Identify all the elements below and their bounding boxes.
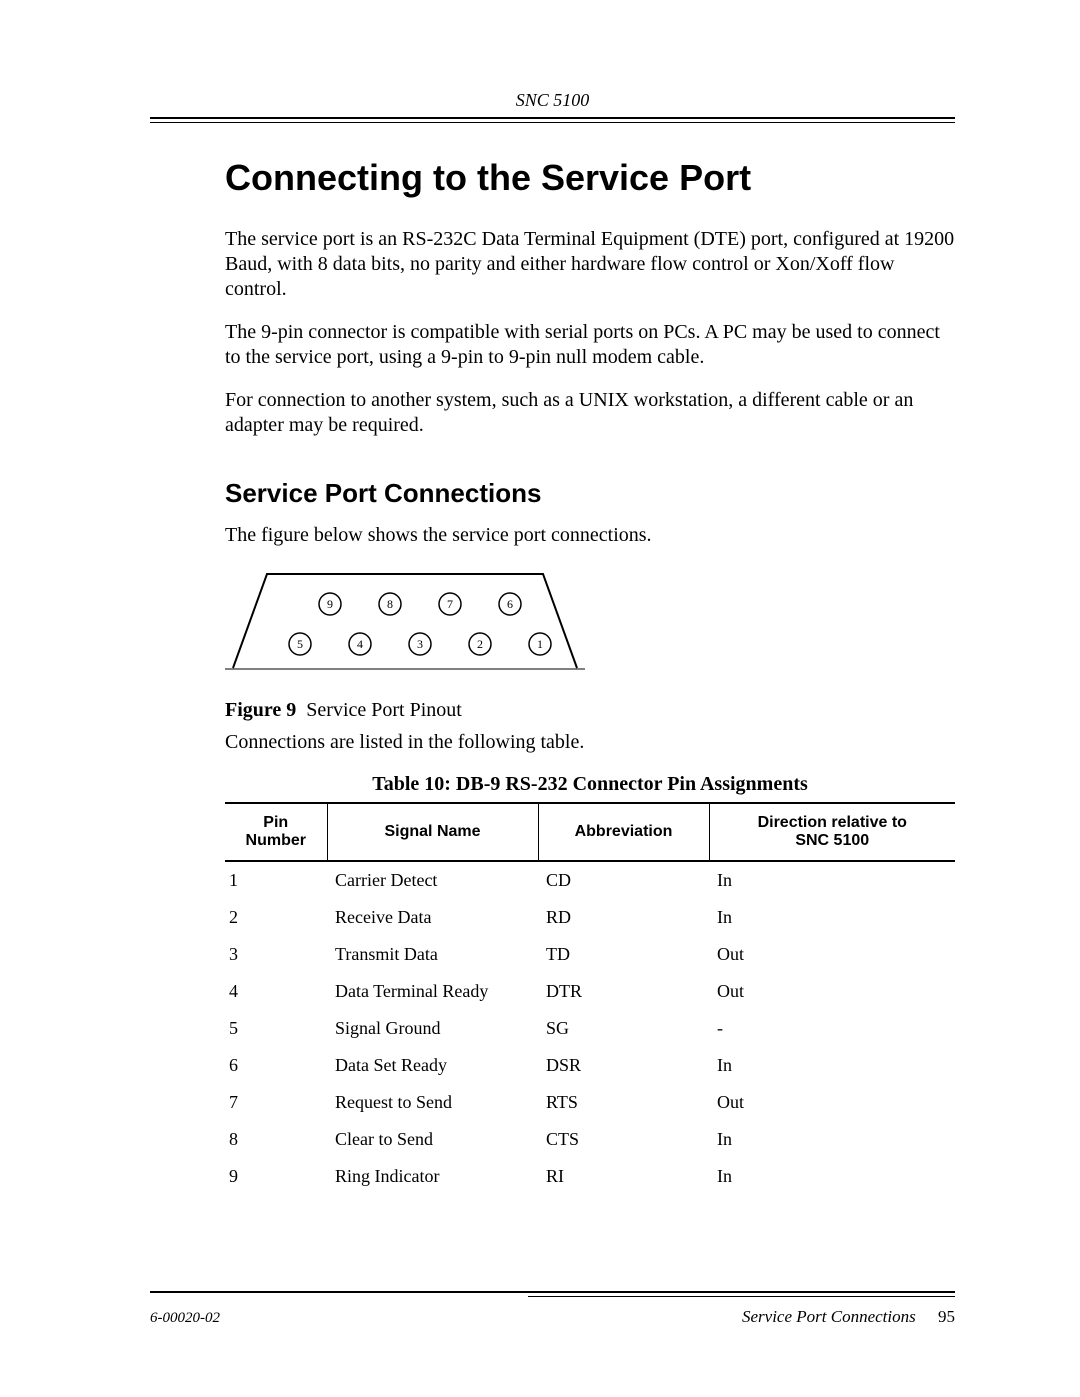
table-row: 2Receive DataRDIn <box>225 899 955 936</box>
page: SNC 5100 Connecting to the Service Port … <box>0 0 1080 1397</box>
cell-signal: Data Set Ready <box>327 1047 538 1084</box>
db9-connector-icon: 9 8 7 6 5 4 3 2 1 <box>225 566 585 676</box>
pin-label: 7 <box>447 597 453 611</box>
cell-abbr: DSR <box>538 1047 709 1084</box>
pin-label: 5 <box>297 637 303 651</box>
cell-signal: Receive Data <box>327 899 538 936</box>
doc-number: 6-00020-02 <box>150 1310 220 1327</box>
cell-dir: Out <box>709 973 955 1010</box>
intro-para-3: For connection to another system, such a… <box>225 388 955 438</box>
table-row: 7Request to SendRTSOut <box>225 1084 955 1121</box>
cell-abbr: CTS <box>538 1121 709 1158</box>
cell-dir: Out <box>709 1084 955 1121</box>
cell-pin: 8 <box>225 1121 327 1158</box>
after-figure-text: Connections are listed in the following … <box>225 730 955 755</box>
cell-signal: Transmit Data <box>327 936 538 973</box>
table-header-row: Pin Number Signal Name Abbreviation Dire… <box>225 803 955 861</box>
cell-abbr: RD <box>538 899 709 936</box>
figure-caption: Figure 9 Service Port Pinout <box>225 699 955 722</box>
pin-label: 8 <box>387 597 393 611</box>
cell-signal: Carrier Detect <box>327 861 538 899</box>
page-footer: 6-00020-02 Service Port Connections 95 <box>150 1291 955 1327</box>
cell-abbr: RTS <box>538 1084 709 1121</box>
col-text: Direction relative to <box>758 814 907 831</box>
col-direction: Direction relative to SNC 5100 <box>709 803 955 861</box>
pin-label: 4 <box>357 637 363 651</box>
cell-abbr: DTR <box>538 973 709 1010</box>
pin-label: 9 <box>327 597 333 611</box>
cell-pin: 1 <box>225 861 327 899</box>
content-area: Connecting to the Service Port The servi… <box>225 157 955 1195</box>
page-title: Connecting to the Service Port <box>225 157 955 199</box>
pin-label: 3 <box>417 637 423 651</box>
table-row: 3Transmit DataTDOut <box>225 936 955 973</box>
cell-dir: Out <box>709 936 955 973</box>
intro-para-2: The 9-pin connector is compatible with s… <box>225 320 955 370</box>
table-row: 5Signal GroundSG- <box>225 1010 955 1047</box>
cell-pin: 5 <box>225 1010 327 1047</box>
footer-section: Service Port Connections <box>742 1307 916 1326</box>
table-row: 8Clear to SendCTSIn <box>225 1121 955 1158</box>
cell-signal: Signal Ground <box>327 1010 538 1047</box>
page-number: 95 <box>938 1307 955 1326</box>
cell-signal: Ring Indicator <box>327 1158 538 1195</box>
cell-pin: 9 <box>225 1158 327 1195</box>
cell-signal: Data Terminal Ready <box>327 973 538 1010</box>
intro-para-1: The service port is an RS-232C Data Term… <box>225 227 955 302</box>
cell-dir: In <box>709 1158 955 1195</box>
table-row: 6Data Set ReadyDSRIn <box>225 1047 955 1084</box>
col-text: Pin <box>263 814 288 831</box>
cell-dir: In <box>709 1121 955 1158</box>
cell-dir: In <box>709 899 955 936</box>
section-intro: The figure below shows the service port … <box>225 523 955 548</box>
header-rule-thick <box>150 117 955 119</box>
table-title: Table 10: DB-9 RS-232 Connector Pin Assi… <box>225 773 955 796</box>
figure-caption-text: Service Port Pinout <box>306 699 462 721</box>
pin-label: 1 <box>537 637 543 651</box>
table-row: 9Ring IndicatorRIIn <box>225 1158 955 1195</box>
cell-pin: 4 <box>225 973 327 1010</box>
pin-table: Pin Number Signal Name Abbreviation Dire… <box>225 802 955 1195</box>
running-head: SNC 5100 <box>150 90 955 111</box>
cell-abbr: TD <box>538 936 709 973</box>
cell-dir: In <box>709 861 955 899</box>
pinout-figure: 9 8 7 6 5 4 3 2 1 <box>225 566 955 681</box>
col-text: Number <box>246 832 306 849</box>
table-row: 1Carrier DetectCDIn <box>225 861 955 899</box>
col-signal-name: Signal Name <box>327 803 538 861</box>
header-rule-thin <box>150 122 955 123</box>
footer-rule-thin <box>528 1296 955 1297</box>
table-row: 4Data Terminal ReadyDTROut <box>225 973 955 1010</box>
col-abbreviation: Abbreviation <box>538 803 709 861</box>
col-text: SNC 5100 <box>795 832 869 849</box>
col-pin-number: Pin Number <box>225 803 327 861</box>
cell-abbr: SG <box>538 1010 709 1047</box>
footer-rule-thick <box>150 1291 955 1293</box>
pin-label: 2 <box>477 637 483 651</box>
cell-signal: Clear to Send <box>327 1121 538 1158</box>
cell-dir: In <box>709 1047 955 1084</box>
figure-label: Figure 9 <box>225 699 296 721</box>
section-heading: Service Port Connections <box>225 478 955 509</box>
cell-pin: 6 <box>225 1047 327 1084</box>
cell-signal: Request to Send <box>327 1084 538 1121</box>
cell-abbr: RI <box>538 1158 709 1195</box>
cell-dir: - <box>709 1010 955 1047</box>
cell-pin: 2 <box>225 899 327 936</box>
cell-abbr: CD <box>538 861 709 899</box>
pin-label: 6 <box>507 597 513 611</box>
cell-pin: 7 <box>225 1084 327 1121</box>
cell-pin: 3 <box>225 936 327 973</box>
